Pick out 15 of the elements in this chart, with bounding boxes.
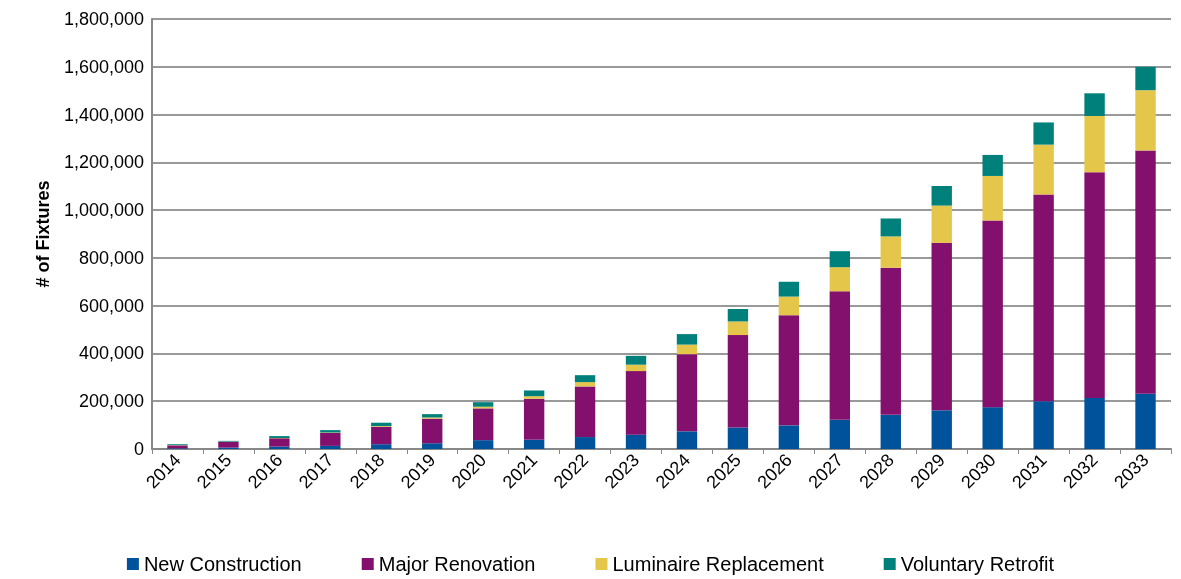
- y-tick-label: 400,000: [78, 343, 144, 364]
- y-tick-label: 1,800,000: [63, 9, 144, 29]
- y-tick-label: 1,200,000: [63, 152, 144, 173]
- y-tick-label: 0: [133, 439, 144, 459]
- legend-label: Luminaire Replacement: [612, 553, 825, 575]
- y-tick-label: 800,000: [78, 247, 144, 268]
- y-tick-label: 1,600,000: [63, 56, 144, 77]
- y-tick-label: 1,400,000: [63, 104, 144, 125]
- legend-label: Major Renovation: [378, 553, 536, 575]
- y-tick-label: 200,000: [78, 391, 144, 412]
- legend-label: New Construction: [143, 553, 302, 575]
- legend-label: Voluntary Retrofit: [900, 553, 1055, 575]
- y-tick-label: 1,000,000: [63, 200, 144, 221]
- y-axis-title: # of Fixtures: [33, 180, 53, 288]
- y-tick-label: 600,000: [78, 295, 144, 316]
